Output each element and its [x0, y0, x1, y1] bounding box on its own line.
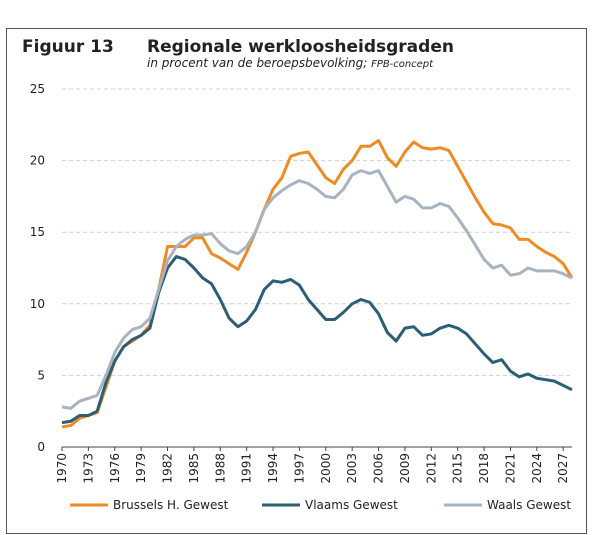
series-line: [61, 169, 573, 410]
figure-number: Figuur 13: [22, 37, 114, 57]
x-tick-label: 1979: [134, 453, 148, 484]
x-tick-label: 1970: [55, 453, 69, 484]
x-tick-label: 1973: [81, 453, 95, 484]
x-tick-label: 2018: [477, 453, 491, 484]
x-tick-label: 1991: [240, 453, 254, 484]
y-tick-label: 15: [30, 225, 45, 239]
x-tick-label: 1997: [292, 453, 306, 484]
y-tick-label: 5: [37, 368, 45, 382]
legend-label: Vlaams Gewest: [305, 498, 398, 512]
subtitle-main: in procent van de beroepsbevolking;: [147, 56, 367, 70]
y-tick-label: 25: [30, 82, 45, 96]
subtitle: in procent van de beroepsbevolking; FPB-…: [147, 56, 434, 70]
x-tick-label: 1994: [266, 453, 280, 484]
x-tick-label: 2012: [424, 453, 438, 484]
x-tick-label: 2024: [530, 453, 544, 484]
x-tick-label: 1976: [108, 453, 122, 484]
x-tick-label: 1985: [187, 453, 201, 484]
legend-label: Waals Gewest: [487, 498, 571, 512]
x-tick-label: 2021: [503, 453, 517, 484]
x-tick-label: 2027: [556, 453, 570, 484]
x-tick-label: 2006: [372, 453, 386, 484]
y-tick-label: 20: [30, 154, 45, 168]
x-tick-label: 1982: [161, 453, 175, 484]
x-tick-label: 2009: [398, 453, 412, 484]
x-tick-label: 2003: [345, 453, 359, 484]
series-line: [61, 255, 573, 425]
legend-label: Brussels H. Gewest: [113, 498, 229, 512]
y-tick-label: 0: [37, 440, 45, 454]
y-tick-label: 10: [30, 297, 45, 311]
subtitle-note: FPB-concept: [371, 59, 434, 70]
chart-title: Regionale werkloosheidsgraden: [147, 37, 454, 57]
x-tick-label: 1988: [213, 453, 227, 484]
x-tick-label: 2000: [319, 453, 333, 484]
frame: [6, 28, 587, 534]
x-tick-label: 2015: [451, 453, 465, 484]
